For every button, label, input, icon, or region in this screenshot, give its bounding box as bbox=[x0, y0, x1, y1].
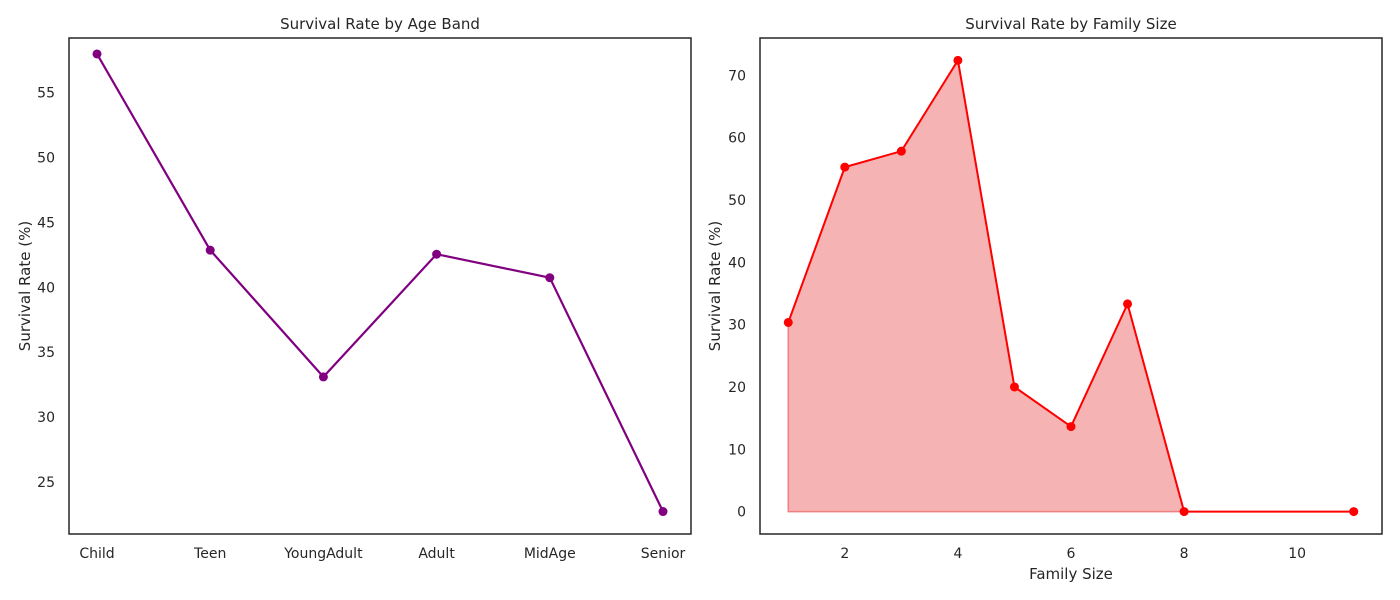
data-point bbox=[953, 55, 963, 65]
data-point bbox=[783, 317, 793, 327]
plot-frame bbox=[759, 37, 1383, 535]
x-tick-label: Teen bbox=[193, 546, 226, 562]
x-tick-label: 10 bbox=[1288, 546, 1306, 562]
x-tick-label: 6 bbox=[1067, 546, 1076, 562]
y-axis-label: Survival Rate (%) bbox=[706, 221, 724, 351]
y-tick-label: 10 bbox=[728, 442, 746, 458]
y-tick-label: 35 bbox=[37, 345, 55, 361]
plot-frame bbox=[68, 37, 692, 535]
data-point bbox=[1179, 507, 1189, 517]
x-tick-label: 4 bbox=[953, 546, 962, 562]
y-tick-label: 0 bbox=[737, 505, 746, 521]
x-tick-label: Child bbox=[79, 546, 114, 562]
family-size-chart: Survival Rate by Family Size Survival Ra… bbox=[706, 15, 1383, 583]
y-tick-label: 55 bbox=[37, 86, 55, 102]
y-tick-label: 60 bbox=[728, 131, 746, 147]
data-point bbox=[92, 49, 102, 59]
x-axis-label: Family Size bbox=[1029, 565, 1113, 583]
y-tick-label: 40 bbox=[37, 280, 55, 296]
y-tick-label: 25 bbox=[37, 475, 55, 491]
y-tick-label: 50 bbox=[37, 150, 55, 166]
y-tick-label: 70 bbox=[728, 68, 746, 84]
x-tick-label: MidAge bbox=[524, 546, 576, 562]
area-fill bbox=[787, 58, 1186, 513]
data-point bbox=[1066, 422, 1076, 432]
data-point bbox=[1349, 507, 1359, 517]
data-point bbox=[545, 273, 555, 283]
y-tick-label: 45 bbox=[37, 215, 55, 231]
chart-title: Survival Rate by Age Band bbox=[280, 15, 480, 33]
x-tick-label: 8 bbox=[1180, 546, 1189, 562]
y-tick-label: 40 bbox=[728, 255, 746, 271]
x-tick-label: YoungAdult bbox=[283, 546, 363, 562]
y-tick-label: 20 bbox=[728, 380, 746, 396]
y-tick-label: 50 bbox=[728, 193, 746, 209]
data-point bbox=[432, 249, 442, 259]
chart-title: Survival Rate by Family Size bbox=[965, 15, 1176, 33]
x-tick-label: Senior bbox=[641, 546, 686, 562]
data-point bbox=[896, 146, 906, 156]
x-tick-label: Adult bbox=[418, 546, 455, 562]
series-line bbox=[96, 53, 664, 513]
age-band-chart: Survival Rate by Age Band Survival Rate … bbox=[16, 15, 692, 562]
y-tick-label: 30 bbox=[37, 410, 55, 426]
x-tick-label: 2 bbox=[840, 546, 849, 562]
data-point bbox=[205, 245, 215, 255]
y-tick-label: 30 bbox=[728, 318, 746, 334]
y-axis-label: Survival Rate (%) bbox=[16, 221, 34, 351]
data-point bbox=[318, 372, 328, 382]
data-point bbox=[1009, 382, 1019, 392]
data-point bbox=[840, 162, 850, 172]
data-point bbox=[1123, 299, 1133, 309]
data-point bbox=[658, 507, 668, 517]
